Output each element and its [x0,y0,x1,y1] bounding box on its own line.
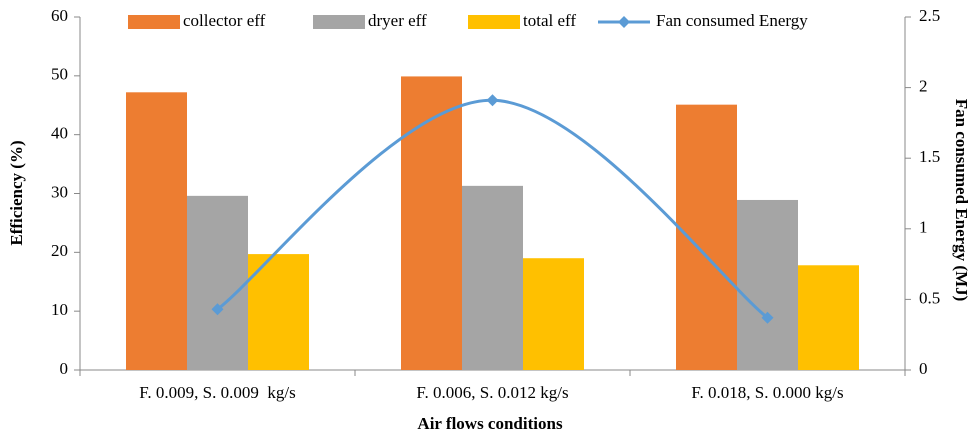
x-tick-label: F. 0.006, S. 0.012 kg/s [416,383,568,402]
bar [187,195,248,370]
bar [462,185,523,370]
legend-label: dryer eff [368,11,427,30]
line-marker [211,303,224,316]
y2-tick-label: 0.5 [919,288,940,307]
y2-tick-label: 2.5 [919,6,940,25]
y2-tick-label: 0 [919,359,928,378]
bar [126,92,187,370]
bar [737,199,798,370]
y-tick-label: 60 [51,6,68,25]
y2-axis-title: Fan consumed Energy (MJ) [952,99,971,302]
y-axis-title: Efficiency (%) [7,140,26,245]
x-axis-title: Air flows conditions [417,414,563,433]
legend-swatch [618,16,630,28]
y2-tick-label: 1 [919,218,928,237]
line-marker [761,311,774,324]
bar [523,258,584,370]
legend-swatch [128,15,180,29]
y-tick-label: 0 [60,359,69,378]
bar [401,76,462,371]
x-tick-label: F. 0.009, S. 0.009 kg/s [139,383,295,402]
legend-swatch [313,15,365,29]
y2-tick-label: 1.5 [919,147,940,166]
y2-tick-label: 2 [919,77,928,96]
legend-swatch [468,15,520,29]
bar [248,254,309,370]
line-marker [486,94,499,107]
bar [676,104,737,370]
legend-label: collector eff [183,11,266,30]
y-tick-label: 10 [51,300,68,319]
y-tick-label: 40 [51,124,68,143]
x-tick-label: F. 0.018, S. 0.000 kg/s [691,383,843,402]
y-tick-label: 20 [51,241,68,260]
y-tick-label: 50 [51,65,68,84]
legend-label: Fan consumed Energy [656,11,808,30]
bar [798,265,859,370]
y-tick-label: 30 [51,182,68,201]
legend-label: total eff [523,11,576,30]
